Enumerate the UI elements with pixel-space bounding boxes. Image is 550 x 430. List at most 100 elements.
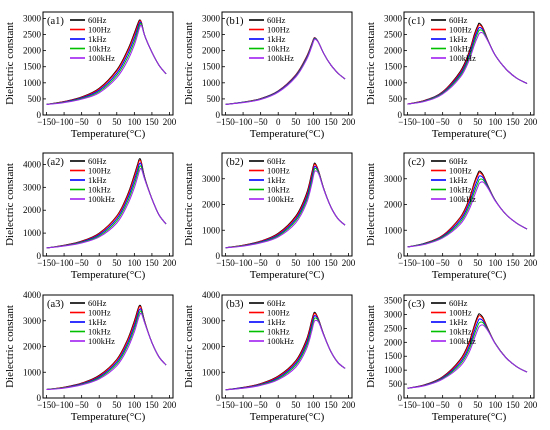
panel-label: (c2) [408, 157, 425, 168]
legend-label: 1kHz [267, 175, 286, 185]
y-tick-label: 0 [216, 251, 221, 261]
x-axis-title: Temperature(°C) [432, 411, 507, 423]
y-tick-label: 3500 [384, 296, 403, 306]
series-line [225, 170, 346, 249]
x-tick-label: 50 [473, 258, 483, 268]
y-tick-label: 2000 [202, 46, 221, 56]
y-tick-label: 0 [37, 393, 42, 403]
y-tick-label: 500 [28, 94, 42, 104]
x-tick-label: 200 [342, 117, 356, 127]
y-tick-label: 3000 [384, 309, 403, 319]
x-tick-label: 50 [112, 400, 122, 410]
panel-label: (a3) [47, 299, 64, 310]
x-axis-title: Temperature(°C) [250, 269, 325, 281]
y-axis-title: Dielectric constant [365, 163, 377, 246]
plot-frame [42, 152, 174, 257]
y-tick-label: 3000 [202, 174, 221, 184]
x-tick-label: −100 [416, 117, 435, 127]
x-tick-label: 0 [458, 117, 463, 127]
x-tick-label: 50 [473, 400, 483, 410]
x-tick-label: −150 [216, 400, 235, 410]
x-tick-label: 50 [291, 258, 301, 268]
x-tick-label: 50 [112, 258, 122, 268]
x-tick-label: −100 [55, 258, 74, 268]
y-axis-title: Dielectric constant [183, 305, 195, 388]
x-axis-title: Temperature(°C) [250, 411, 325, 423]
y-tick-label: 1000 [384, 225, 403, 235]
x-tick-label: −150 [216, 258, 235, 268]
x-tick-label: 100 [307, 117, 321, 127]
legend-label: 60Hz [449, 15, 468, 25]
y-tick-label: 1000 [23, 78, 42, 88]
x-tick-label: 200 [524, 117, 538, 127]
y-tick-label: 500 [389, 94, 403, 104]
legend-label: 100Hz [88, 166, 111, 176]
legend-label: 10kHz [267, 185, 290, 195]
x-tick-label: −50 [436, 400, 451, 410]
x-tick-label: 200 [342, 400, 356, 410]
panel-label: (a1) [47, 16, 64, 27]
x-tick-label: 50 [291, 117, 301, 127]
x-tick-label: 0 [97, 258, 102, 268]
legend-label: 1kHz [449, 175, 468, 185]
legend-label: 100Hz [267, 308, 290, 318]
plot-frame [42, 11, 174, 116]
y-tick-label: 2000 [384, 337, 403, 347]
y-axis-title: Dielectric constant [365, 305, 377, 388]
x-tick-label: 0 [276, 258, 281, 268]
y-tick-label: 1000 [384, 78, 403, 88]
panel-label: (b1) [226, 16, 244, 27]
panel-a1: −150−100 −50 0 50 100 150 20005001000150020002… [4, 11, 177, 140]
legend-label: 60Hz [88, 15, 107, 25]
y-tick-label: 4000 [23, 290, 42, 300]
x-tick-label: −150 [37, 400, 56, 410]
x-axis-title: Temperature(°C) [432, 269, 507, 281]
x-tick-label: 150 [145, 258, 159, 268]
legend-label: 10kHz [449, 185, 472, 195]
y-tick-label: 2000 [23, 342, 42, 352]
x-tick-label: 50 [473, 117, 483, 127]
x-tick-label: 200 [163, 400, 177, 410]
x-tick-label: 200 [163, 258, 177, 268]
panel-b2: −150−100 −50 0 50 100 150 2000100020003000Temp… [183, 152, 356, 281]
y-tick-label: 1000 [384, 365, 403, 375]
y-tick-label: 3000 [23, 13, 42, 23]
legend-label: 1kHz [88, 34, 107, 44]
panel-label: (a2) [47, 157, 64, 168]
x-tick-label: 200 [163, 117, 177, 127]
legend-label: 100Hz [449, 166, 472, 176]
legend-label: 100Hz [449, 25, 472, 35]
legend-label: 1kHz [88, 175, 107, 185]
legend-label: 1kHz [449, 34, 468, 44]
y-tick-label: 500 [389, 379, 403, 389]
y-tick-label: 3000 [202, 316, 221, 326]
y-tick-label: 1000 [23, 367, 42, 377]
x-tick-label: 100 [128, 400, 142, 410]
x-tick-label: −100 [55, 400, 74, 410]
x-tick-label: −150 [37, 117, 56, 127]
x-tick-label: −50 [254, 258, 269, 268]
legend-label: 10kHz [267, 327, 290, 337]
x-tick-label: 100 [307, 400, 321, 410]
legend-label: 100Hz [449, 308, 472, 318]
x-tick-label: −150 [398, 400, 417, 410]
legend-label: 100kHz [449, 53, 476, 63]
y-axis-title: Dielectric constant [183, 22, 195, 105]
legend-label: 100kHz [88, 336, 115, 346]
series-line [46, 24, 167, 105]
y-tick-label: 1000 [202, 367, 221, 377]
y-tick-label: 1000 [202, 225, 221, 235]
legend-label: 100kHz [449, 336, 476, 346]
panel-a2: −150−100 −50 0 50 100 150 20001000200030004000… [4, 152, 177, 281]
series-line [225, 319, 346, 391]
legend-label: 100kHz [88, 194, 115, 204]
y-tick-label: 2500 [202, 30, 221, 40]
x-tick-label: −150 [37, 258, 56, 268]
panel-c3: −150−100 −50 0 50 100 150 20005001000150020002… [365, 294, 538, 423]
legend-label: 10kHz [267, 44, 290, 54]
legend-label: 60Hz [449, 156, 468, 166]
x-tick-label: 200 [342, 258, 356, 268]
y-tick-label: 0 [37, 110, 42, 120]
x-tick-label: 150 [506, 400, 520, 410]
